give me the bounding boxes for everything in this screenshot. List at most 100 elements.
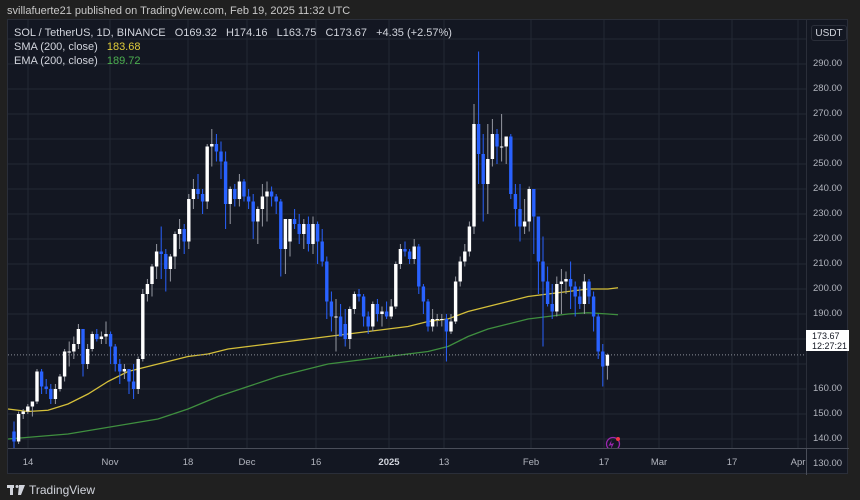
time-axis-label: Nov: [101, 457, 119, 468]
candle: [122, 364, 127, 379]
candle: [108, 331, 113, 364]
price-axis-label: 260.00: [813, 133, 843, 144]
time-axis[interactable]: 14 Nov 18 Dec 16 2025 13 Feb 17 Mar 17 Apr: [8, 448, 806, 475]
candle: [173, 231, 177, 269]
time-axis-label: Feb: [522, 457, 540, 468]
candle: [568, 261, 573, 309]
candle: [191, 179, 196, 209]
sma-line: [8, 287, 619, 413]
candle: [104, 321, 108, 344]
candle: [398, 244, 403, 269]
sma-label: SMA (200, close): [14, 41, 98, 53]
axis-corner: [806, 448, 849, 475]
price-axis-label: 150.00: [813, 408, 843, 419]
candle: [596, 314, 600, 359]
candle: [440, 314, 444, 327]
candle: [453, 276, 458, 324]
candle: [21, 409, 25, 419]
candle: [536, 216, 541, 294]
candle: [504, 136, 508, 164]
ema-label: EMA (200, close): [14, 55, 98, 67]
candle: [366, 311, 370, 334]
ema-legend-row[interactable]: EMA (200, close) 189.72: [14, 54, 458, 68]
event-lightning-icon: [605, 436, 621, 448]
candle: [210, 129, 214, 167]
candle: [476, 51, 481, 184]
candle: [412, 239, 416, 264]
candle: [591, 291, 596, 332]
candle: [605, 353, 610, 380]
candle: [329, 291, 334, 332]
price-change: +4.35 (+2.57%): [376, 27, 452, 39]
candle: [136, 356, 140, 394]
price-axis-label: 250.00: [813, 158, 843, 169]
price-axis-label: 290.00: [813, 58, 843, 69]
candle: [145, 279, 150, 302]
candle: [545, 266, 550, 307]
time-axis-label: Dec: [238, 457, 256, 468]
sma-legend-row[interactable]: SMA (200, close) 183.68: [14, 40, 458, 54]
candle: [573, 281, 577, 317]
candle: [601, 344, 605, 387]
currency-button[interactable]: USDT: [811, 25, 847, 41]
footer-logo[interactable]: TradingView: [7, 483, 95, 497]
candle: [35, 369, 39, 404]
candle: [196, 174, 200, 199]
candle: [361, 294, 366, 327]
time-axis-label: 17: [598, 457, 610, 468]
candle: [315, 221, 320, 264]
candle: [306, 216, 311, 252]
candle: [265, 181, 269, 222]
chart-plot-area[interactable]: [8, 20, 806, 448]
chart-frame: SOL / TetherUS, 1D, BINANCE O169.32 H174…: [7, 19, 849, 475]
bar-countdown: 12:27:21: [812, 341, 848, 351]
candle: [384, 301, 389, 319]
candle: [311, 216, 315, 254]
candle: [352, 291, 357, 314]
candle: [430, 309, 435, 332]
candle: [578, 286, 582, 309]
candle: [39, 369, 44, 394]
candle: [522, 199, 527, 234]
candle: [417, 244, 421, 294]
candle: [334, 299, 338, 352]
publish-line: svillafuerte21 published on TradingView.…: [7, 5, 351, 17]
symbol-row: SOL / TetherUS, 1D, BINANCE O169.32 H174…: [14, 26, 458, 40]
candle: [532, 189, 536, 254]
candle: [380, 306, 384, 327]
symbol-name[interactable]: SOL / TetherUS, 1D, BINANCE: [14, 27, 166, 39]
tradingview-logo-icon: [7, 485, 25, 495]
candle: [559, 269, 564, 314]
candle: [127, 369, 131, 394]
candle: [233, 184, 237, 207]
candle: [279, 199, 283, 277]
candle: [435, 314, 439, 327]
candle: [472, 104, 476, 234]
candle: [246, 189, 251, 209]
candle: [30, 401, 35, 417]
candle: [72, 336, 76, 359]
candlestick-chart: [8, 20, 806, 448]
price-axis[interactable]: 290.00 280.00 270.00 260.00 250.00 240.00 230.…: [806, 20, 849, 469]
time-axis-label: 16: [310, 457, 322, 468]
candle: [159, 226, 163, 279]
ohlc-close: C173.67: [325, 27, 368, 39]
candle: [302, 219, 306, 249]
candle: [260, 184, 265, 227]
candle: [486, 124, 490, 214]
candle: [564, 271, 568, 294]
candle: [187, 194, 191, 249]
candle: [587, 279, 591, 304]
candle: [177, 219, 182, 249]
time-axis-label: Apr: [790, 457, 806, 468]
candle: [389, 299, 393, 319]
candle: [325, 256, 329, 319]
price-axis-label: 220.00: [813, 233, 843, 244]
candle: [320, 229, 324, 267]
candle: [527, 186, 531, 232]
candle: [44, 379, 48, 394]
last-price-tag: 173.67 12:27:21: [806, 330, 849, 351]
time-axis-label: Mar: [650, 457, 668, 468]
candle: [375, 299, 380, 322]
candle: [292, 209, 297, 229]
